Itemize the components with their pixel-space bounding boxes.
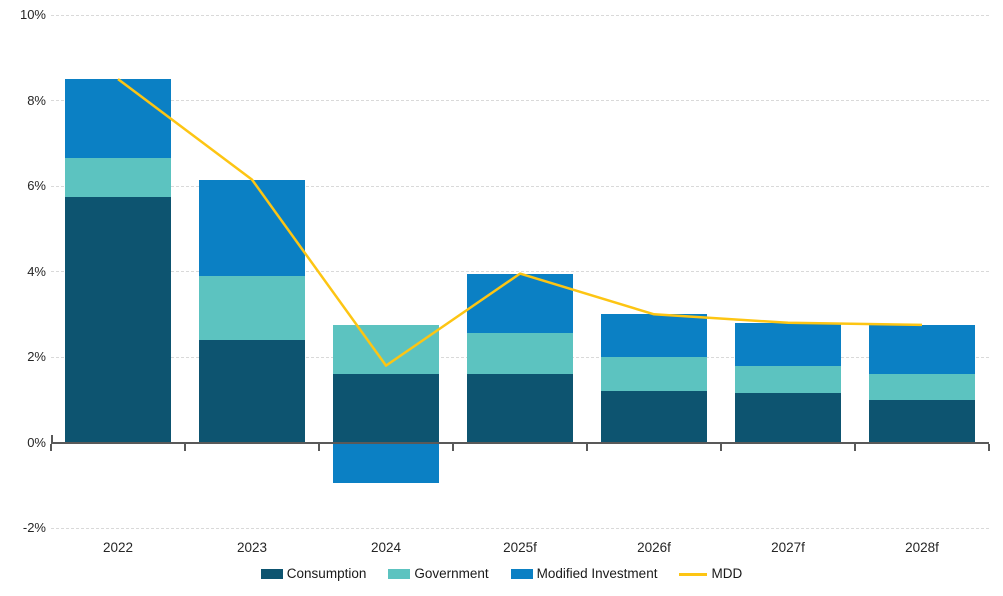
- gridline-6: [51, 185, 989, 187]
- y-tick-label: 2%: [27, 349, 46, 364]
- x-axis-tick: [318, 443, 320, 451]
- bar-2022-consumption: [65, 196, 171, 443]
- legend-swatch-icon: [388, 569, 411, 579]
- legend-item-mdd: MDD: [679, 566, 742, 582]
- bar-2028f-modified-investment: [869, 324, 975, 375]
- gridline-8: [51, 100, 989, 101]
- gridline-10: [51, 14, 989, 16]
- bar-2025f-consumption: [467, 374, 573, 443]
- x-tick-label-2023: 2023: [236, 540, 268, 555]
- bar-2026f-modified-investment: [601, 314, 707, 357]
- x-axis-tick: [184, 443, 186, 451]
- x-axis-tick: [586, 443, 588, 451]
- gridline--2: [51, 527, 989, 529]
- zero-axis-line: [51, 441, 989, 444]
- bar-2024-modified-investment: [333, 442, 439, 484]
- gridline-4: [51, 271, 989, 272]
- bar-2023-consumption: [199, 339, 305, 443]
- bar-2027f-modified-investment: [735, 322, 841, 366]
- chart-legend: Consumption Government Modified Investment…: [0, 563, 1003, 585]
- bar-2028f-government: [869, 374, 975, 400]
- x-tick-label-2027f: 2027f: [771, 540, 805, 555]
- x-tick-label-2022: 2022: [102, 540, 134, 555]
- bar-2025f-modified-investment: [467, 273, 573, 334]
- bar-2026f-consumption: [601, 391, 707, 443]
- bar-2023-government: [199, 275, 305, 340]
- bar-2025f-government: [467, 333, 573, 375]
- bar-2026f-government: [601, 357, 707, 392]
- x-axis-tick: [988, 443, 990, 451]
- legend-item-government: Government: [388, 566, 489, 582]
- legend-item-modified-investment: Modified Investment: [510, 566, 658, 582]
- x-axis-tick: [452, 443, 454, 451]
- bar-2024-government: [333, 324, 439, 375]
- legend-label: Consumption: [286, 566, 367, 581]
- x-axis-tick: [854, 443, 856, 451]
- x-tick-label-2025f: 2025f: [503, 540, 537, 555]
- legend-line-icon: [679, 572, 708, 576]
- bar-2027f-consumption: [735, 393, 841, 443]
- x-tick-label-2026f: 2026f: [637, 540, 671, 555]
- x-tick-label-2024: 2024: [370, 540, 402, 555]
- y-tick-label: 10%: [19, 7, 46, 22]
- bar-2027f-government: [735, 365, 841, 394]
- legend-swatch-icon: [510, 569, 533, 579]
- y-tick-label: 8%: [27, 92, 46, 108]
- legend-label: MDD: [711, 566, 743, 581]
- x-tick-label-2028f: 2028f: [905, 540, 939, 555]
- y-axis-tick: [51, 434, 53, 443]
- x-axis-tick: [720, 443, 722, 451]
- bar-2022-modified-investment: [65, 79, 171, 159]
- legend-item-consumption: Consumption: [260, 566, 367, 582]
- bar-2028f-consumption: [869, 399, 975, 443]
- y-tick-label: -2%: [22, 520, 46, 535]
- legend-label: Modified Investment: [536, 566, 658, 581]
- x-axis-tick: [50, 443, 52, 451]
- y-tick-label: 0%: [27, 434, 46, 450]
- bar-2024-consumption: [333, 374, 439, 443]
- y-tick-label: 6%: [27, 178, 46, 193]
- y-tick-label: 4%: [27, 263, 46, 279]
- bar-2022-government: [65, 158, 171, 197]
- legend-swatch-icon: [260, 569, 283, 579]
- legend-label: Government: [414, 566, 489, 581]
- bar-2023-modified-investment: [199, 179, 305, 276]
